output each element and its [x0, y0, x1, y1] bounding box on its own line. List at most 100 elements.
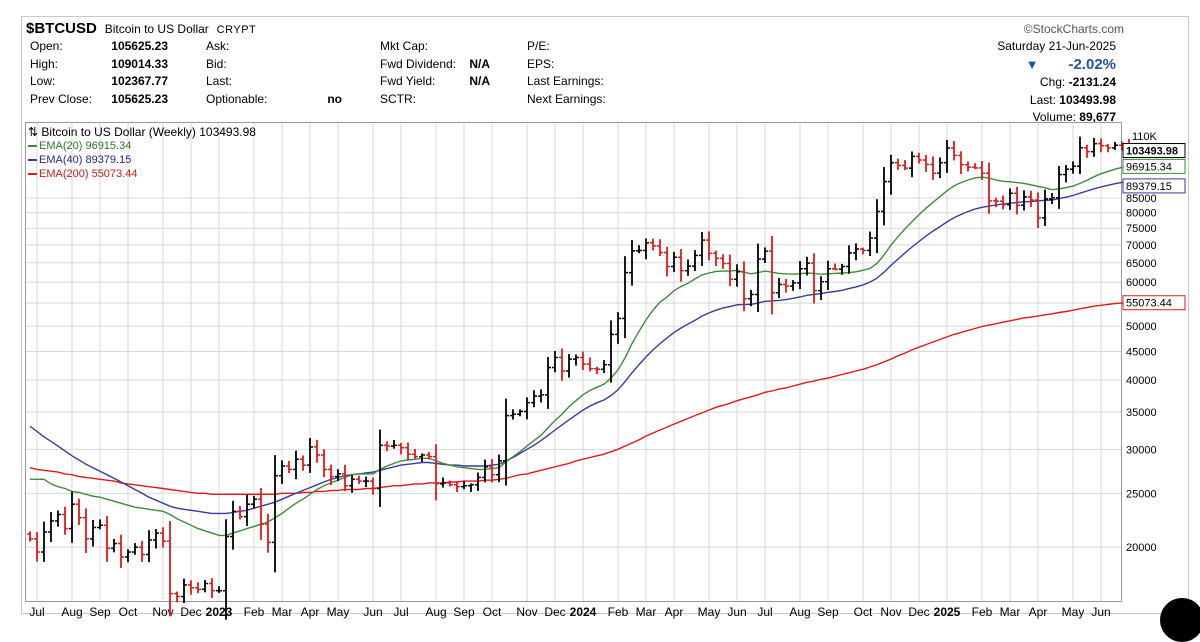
ema20-swatch [28, 145, 37, 148]
x-tick-label: May [327, 605, 350, 619]
y-tick-label: 80000 [1126, 208, 1157, 220]
price-tag-label: 103493.98 [1126, 146, 1178, 158]
last-label: Last: [1029, 92, 1056, 107]
x-tick-label: Oct [119, 605, 138, 619]
chart-legend: ⇅ Bitcoin to US Dollar (Weekly) 103493.9… [28, 125, 256, 181]
x-tick-label: Oct [854, 605, 873, 619]
y-tick-label: 40000 [1126, 375, 1157, 387]
corner-blob [1160, 598, 1200, 642]
x-tick-label: Nov [516, 605, 537, 619]
ohlc-chart: 2000025000300003500040000450005000055000… [26, 123, 1186, 620]
y-tick-label: 65000 [1126, 258, 1157, 270]
legend-ema40-label: EMA(40) 89379.15 [39, 154, 132, 166]
legend-ema20-label: EMA(20) 96915.34 [39, 140, 132, 152]
quote-date: Saturday 21-Jun-2025 [997, 39, 1116, 53]
x-tick-label: Apr [665, 605, 684, 619]
quote-label: Prev Close: [30, 91, 93, 106]
ema20-line [30, 165, 1130, 537]
quote-col-2: Ask: Bid: Last: Optionable: no [206, 38, 342, 108]
y-tick-label: 60000 [1126, 277, 1157, 289]
x-tick-label: Jul [757, 605, 772, 619]
x-tick-label: 2023 [206, 605, 233, 619]
ema200-line [29, 301, 1130, 495]
legend-ema200: EMA(200) 55073.44 [28, 167, 256, 181]
quote-value: N/A [469, 56, 490, 71]
y-tick-label: 110K [1132, 131, 1158, 143]
quote-value: 109014.33 [111, 56, 168, 71]
price-tag-label: 96915.34 [1126, 161, 1172, 173]
x-tick-label: Dec [544, 605, 565, 619]
x-tick-label: Feb [244, 605, 265, 619]
x-tick-label: Mar [636, 605, 657, 619]
y-tick-label: 50000 [1126, 321, 1157, 333]
x-tick-label: Mar [272, 605, 293, 619]
quote-label: Fwd Dividend: [380, 56, 457, 71]
x-tick-label: Apr [301, 605, 320, 619]
quote-value: 105625.23 [111, 39, 168, 53]
brand-watermark: ©StockCharts.com [1023, 22, 1124, 36]
x-tick-label: 2025 [934, 605, 961, 619]
x-tick-label: May [1062, 605, 1085, 619]
exchange: CRYPT [216, 24, 257, 36]
quote-value: no [327, 91, 342, 106]
ema40-swatch [28, 159, 37, 162]
x-tick-label: May [698, 605, 721, 619]
change-value: -2131.24 [1068, 75, 1116, 89]
x-tick-label: Sep [453, 605, 475, 619]
volume-value: 89,677 [1079, 110, 1116, 124]
y-tick-label: 30000 [1126, 444, 1157, 456]
x-tick-label: Jun [1091, 605, 1110, 619]
x-tick-label: Aug [789, 605, 810, 619]
quote-label: Bid: [206, 56, 227, 71]
x-tick-label: Dec [180, 605, 201, 619]
legend-ema20: EMA(20) 96915.34 [28, 139, 256, 153]
y-tick-label: 75000 [1126, 223, 1157, 235]
instrument-name: Bitcoin to US Dollar [104, 22, 209, 36]
quote-col-1: Open: 105625.23 High: 109014.33 Low: 102367… [30, 38, 168, 108]
legend-price-label: Bitcoin to US Dollar (Weekly) 103493.98 [41, 125, 256, 139]
x-tick-label: Oct [483, 605, 502, 619]
quote-label: Optionable: [206, 91, 268, 106]
quote-label: Ask: [206, 39, 230, 53]
quote-label: Open: [30, 39, 63, 53]
x-tick-label: Aug [61, 605, 82, 619]
chart-frame [21, 16, 1189, 614]
x-tick-label: Sep [817, 605, 839, 619]
x-tick-label: Mar [1000, 605, 1021, 619]
change-label: Chg: [1039, 75, 1066, 89]
y-tick-label: 70000 [1126, 240, 1157, 252]
quote-label: EPS: [527, 56, 555, 71]
price-tag-box [1122, 178, 1186, 194]
quote-label: Next Earnings: [527, 91, 606, 106]
quote-label: Fwd Yield: [380, 74, 436, 88]
price-tag-box [1122, 295, 1186, 311]
quote-label: Last: [206, 74, 233, 88]
price-tag-label: 89379.15 [1126, 181, 1172, 193]
plot-area[interactable] [25, 122, 1122, 602]
quote-label: SCTR: [380, 91, 416, 106]
quote-label: Last Earnings: [527, 74, 604, 88]
y-tick-label: 35000 [1126, 407, 1157, 419]
quote-label: Low: [30, 74, 56, 88]
x-tick-label: Jul [393, 605, 408, 619]
chart-header: $BTCUSD Bitcoin to US Dollar CRYPT [26, 20, 256, 37]
down-triangle-icon: ▼ [1025, 56, 1039, 72]
x-tick-label: Jun [363, 605, 382, 619]
y-tick-label: 20000 [1126, 542, 1157, 554]
price-tag-box [1122, 158, 1186, 174]
x-tick-label: Sep [89, 605, 111, 619]
x-tick-label: 2024 [570, 605, 597, 619]
quote-col-4: P/E: EPS: Last Earnings: Next Earnings: [527, 38, 606, 108]
legend-ema200-label: EMA(200) 55073.44 [39, 168, 138, 180]
x-tick-label: Apr [1029, 605, 1048, 619]
quote-label: P/E: [527, 39, 550, 53]
x-tick-label: Feb [972, 605, 993, 619]
symbol: $BTCUSD [26, 20, 97, 37]
quote-value: 102367.77 [111, 74, 168, 88]
bar-chart-icon: ⇅ [28, 125, 39, 139]
quote-col-3: Mkt Cap: Fwd Dividend: N/A Fwd Yield: N/A … [380, 38, 490, 108]
volume-label: Volume: [1032, 110, 1076, 124]
price-tag-box [1122, 143, 1186, 159]
y-tick-label: 85000 [1126, 193, 1157, 205]
legend-ema40: EMA(40) 89379.15 [28, 153, 256, 167]
